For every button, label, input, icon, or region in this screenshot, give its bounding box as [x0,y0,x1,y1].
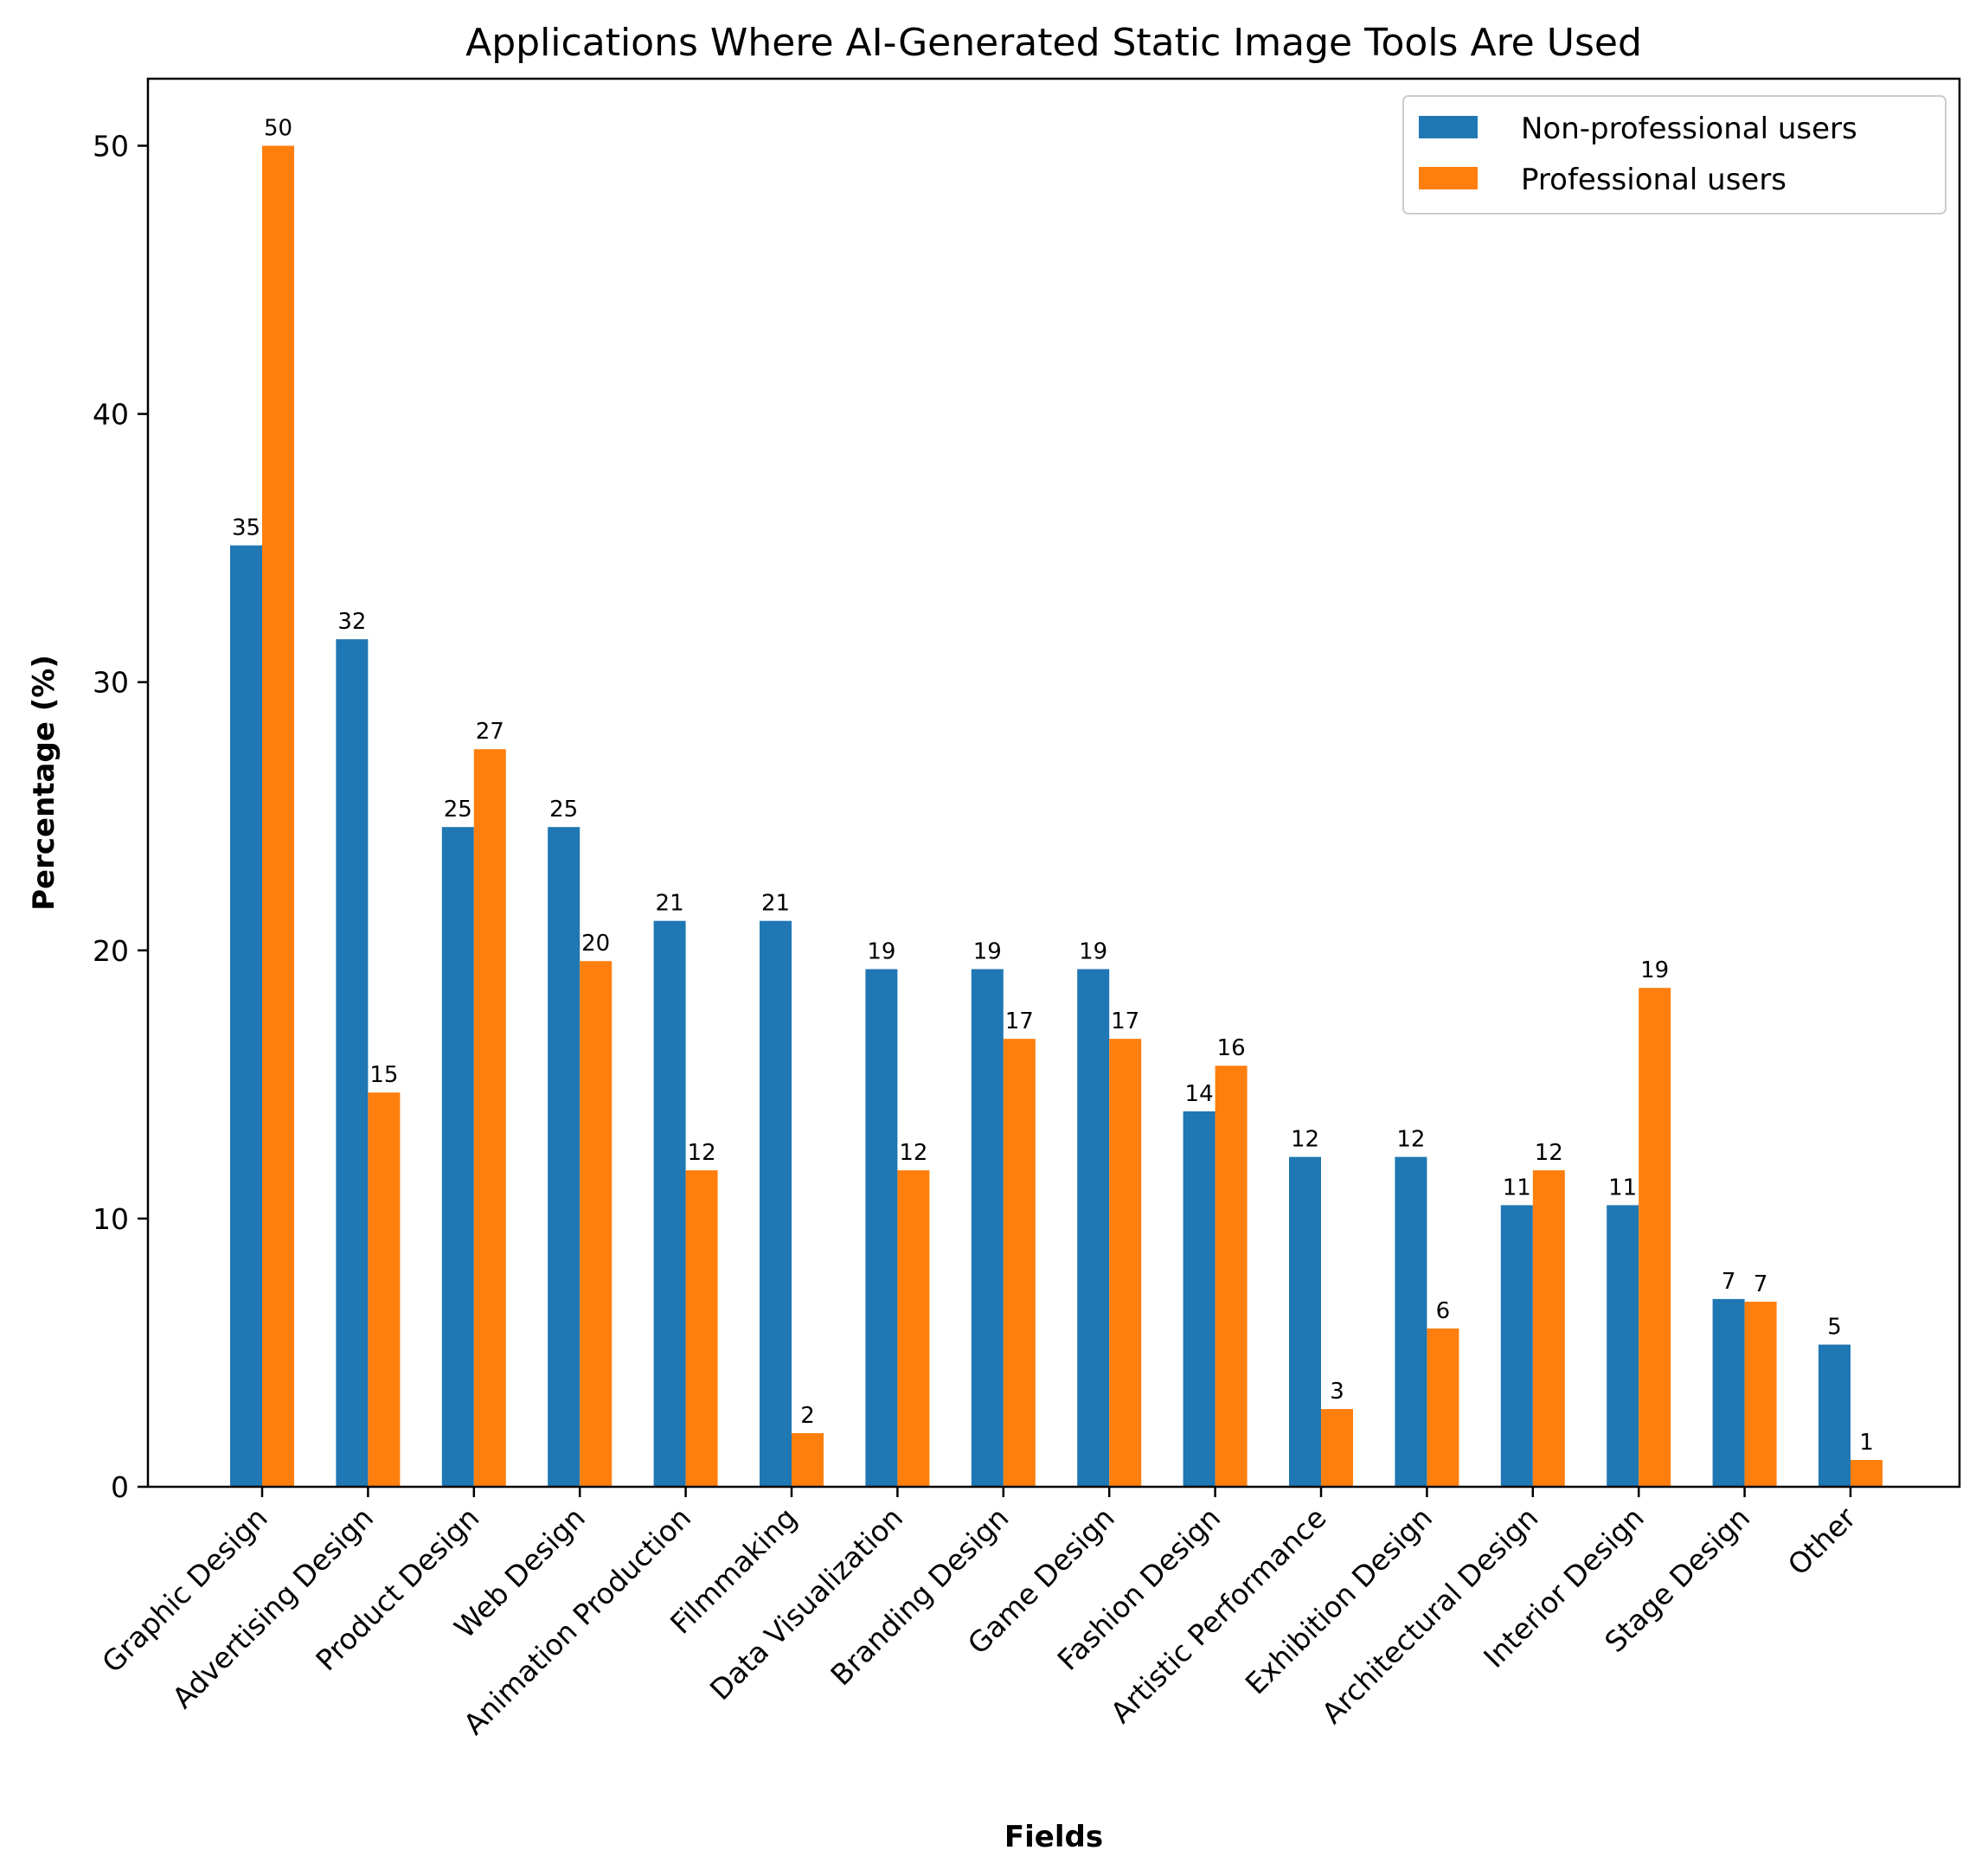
data-label-non-professional-13: 11 [1608,1175,1637,1201]
bar-professional-8 [1109,1039,1142,1487]
bar-non-professional-11 [1395,1156,1427,1487]
y-tick-label-4: 40 [93,398,129,432]
data-label-non-professional-11: 12 [1396,1127,1425,1153]
data-label-professional-6: 12 [899,1140,927,1166]
data-label-professional-7: 17 [1005,1008,1034,1034]
data-label-non-professional-10: 12 [1291,1127,1319,1153]
data-label-professional-13: 19 [1640,957,1669,983]
bar-professional-3 [580,961,613,1487]
chart-title: Applications Where AI-Generated Static I… [465,21,1642,65]
bar-non-professional-3 [548,827,580,1487]
data-label-non-professional-12: 11 [1503,1175,1531,1201]
plot-frame [146,77,1961,1489]
bar-professional-0 [262,145,294,1487]
bar-professional-1 [368,1092,401,1487]
bar-professional-6 [897,1170,930,1487]
bar-non-professional-5 [760,920,792,1487]
legend-swatch-non-professional [1419,116,1478,138]
data-label-non-professional-0: 35 [232,515,260,541]
data-label-professional-4: 12 [688,1140,716,1166]
data-label-professional-2: 27 [476,719,504,745]
legend-swatch-professional [1419,167,1478,189]
data-label-professional-12: 12 [1535,1140,1563,1166]
bar-non-professional-10 [1289,1156,1321,1487]
bar-non-professional-14 [1712,1298,1745,1487]
bar-non-professional-6 [865,969,898,1487]
y-tick-label-2: 20 [93,934,129,968]
y-axis-ticks: 0 10 20 30 40 50 [93,130,148,1504]
data-label-professional-1: 15 [369,1062,398,1088]
bar-professional-5 [792,1433,824,1487]
legend: Non-professional users Professional user… [1402,95,1947,214]
data-label-professional-3: 20 [581,931,610,957]
bar-professional-12 [1532,1170,1565,1487]
bar-non-professional-1 [336,639,369,1487]
bar-non-professional-13 [1607,1205,1639,1487]
y-axis-label: Percentage (%) [27,655,61,911]
data-label-professional-10: 3 [1330,1379,1344,1405]
data-label-non-professional-6: 19 [867,939,895,965]
data-label-professional-9: 16 [1217,1035,1246,1061]
legend-label-professional: Professional users [1521,163,1786,197]
bar-professional-7 [1003,1039,1036,1487]
bar-non-professional-9 [1183,1111,1215,1487]
bar-non-professional-2 [441,827,474,1487]
data-label-non-professional-2: 25 [444,797,472,823]
data-label-non-professional-5: 21 [761,891,790,917]
data-label-non-professional-14: 7 [1722,1269,1736,1295]
legend-label-non-professional: Non-professional users [1521,112,1857,146]
data-label-non-professional-3: 25 [549,797,578,823]
bar-professional-4 [685,1170,718,1487]
data-label-non-professional-8: 19 [1079,939,1107,965]
bar-professional-15 [1851,1460,1883,1487]
bar-professional-2 [473,749,506,1487]
y-tick-label-1: 10 [93,1202,129,1236]
data-label-non-professional-15: 5 [1827,1315,1842,1341]
y-tick-label-5: 50 [93,130,129,163]
bar-professional-10 [1321,1409,1353,1487]
bar-non-professional-8 [1077,969,1110,1487]
bar-non-professional-4 [653,920,686,1487]
bar-professional-14 [1744,1302,1777,1487]
data-label-non-professional-7: 19 [973,939,1002,965]
data-label-professional-15: 1 [1859,1430,1874,1456]
bar-professional-9 [1215,1066,1248,1487]
legend-box [1402,95,1947,214]
y-tick-label-3: 30 [93,666,129,700]
bar-non-professional-15 [1818,1344,1851,1487]
data-label-professional-11: 6 [1436,1298,1451,1324]
data-label-non-professional-9: 14 [1185,1081,1214,1107]
data-label-professional-5: 2 [800,1403,815,1429]
bar-professional-11 [1427,1329,1459,1487]
y-tick-label-0: 0 [111,1470,129,1504]
bar-non-professional-7 [971,969,1004,1487]
bar-non-professional-0 [230,545,262,1487]
data-label-professional-8: 17 [1111,1008,1139,1034]
data-label-non-professional-1: 32 [337,609,366,635]
bars-group [230,145,1883,1487]
bar-professional-13 [1639,988,1671,1487]
data-label-professional-0: 50 [264,116,292,142]
bar-non-professional-12 [1500,1205,1533,1487]
data-label-non-professional-4: 21 [656,891,684,917]
x-axis-label: Fields [1004,1820,1103,1854]
data-label-professional-14: 7 [1754,1271,1768,1297]
